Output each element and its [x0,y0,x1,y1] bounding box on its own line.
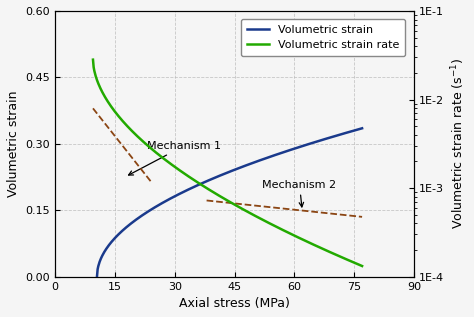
Volumetric strain rate [359,264,365,268]
Volumetric strain rate [259,218,265,222]
Legend: Volumetric strain, Volumetric strain rate: Volumetric strain, Volumetric strain rat… [241,19,405,56]
Volumetric strain rate [286,231,292,235]
Y-axis label: Volumetric strain rate (s$^{-1}$): Volumetric strain rate (s$^{-1}$) [449,58,467,230]
Volumetric strain [126,223,132,227]
Line: Volumetric strain rate: Volumetric strain rate [93,60,362,266]
Volumetric strain [359,126,365,130]
Volumetric strain [261,157,266,161]
Volumetric strain [287,148,292,152]
Volumetric strain [94,275,100,279]
Volumetric strain [181,190,186,194]
Volumetric strain rate [90,58,96,61]
Volumetric strain rate [197,182,202,185]
Volumetric strain rate [284,230,290,234]
Text: Mechanism 2: Mechanism 2 [263,179,337,207]
X-axis label: Axial stress (MPa): Axial stress (MPa) [179,297,290,310]
Volumetric strain [285,149,291,152]
Volumetric strain [199,181,205,185]
Text: Mechanism 1: Mechanism 1 [128,141,221,175]
Volumetric strain rate [122,122,128,126]
Volumetric strain rate [178,169,183,173]
Line: Volumetric strain: Volumetric strain [97,128,362,277]
Y-axis label: Volumetric strain: Volumetric strain [7,91,20,197]
